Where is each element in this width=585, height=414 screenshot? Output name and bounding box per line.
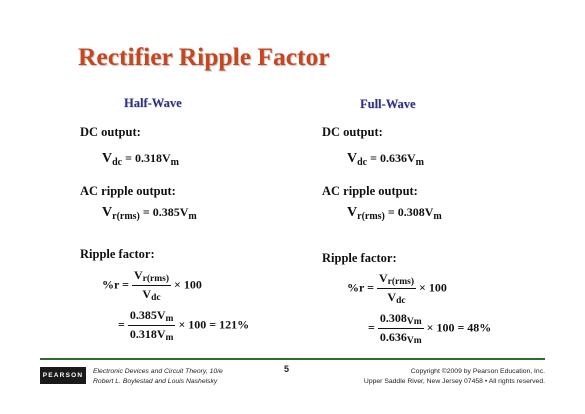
numerator-subscript: r(rms) xyxy=(142,274,169,284)
dc-subscript: dc xyxy=(112,157,123,168)
ripple-fraction: Vr(rms) Vdc xyxy=(376,271,416,306)
fraction-numerator: V xyxy=(133,268,143,282)
full-wave-dc-label: DC output: xyxy=(322,125,383,139)
result-equals: = xyxy=(368,320,375,335)
half-wave-ripple-formula: %r = Vr(rms) Vdc × 100 xyxy=(102,268,202,303)
full-wave-ac-label: AC ripple output: xyxy=(322,184,418,198)
footer-divider xyxy=(40,358,545,360)
book-info: Electronic Devices and Circuit Theory, 1… xyxy=(93,367,223,387)
result-denominator: 0.318V xyxy=(129,327,166,341)
ripple-lhs: %r = xyxy=(102,277,129,292)
copyright-line: Copyright ©2009 by Pearson Education, In… xyxy=(410,368,545,375)
full-wave-dc-equation: Vdc = 0.636Vm xyxy=(347,151,424,168)
book-title: Electronic Devices and Circuit Theory, 1… xyxy=(93,368,223,375)
ac-value-subscript: m xyxy=(433,211,442,222)
dc-value-subscript: m xyxy=(170,157,179,168)
ripple-times: × 100 xyxy=(419,280,447,295)
ac-value-subscript: m xyxy=(188,211,197,222)
numerator-subscript: r(rms) xyxy=(387,277,414,287)
full-wave-ripple-label: Ripple factor: xyxy=(322,251,397,265)
dc-value: = 0.318V xyxy=(125,151,171,165)
result-denominator-subscript: m xyxy=(165,333,174,343)
result-numerator-subscript: Vm xyxy=(406,317,422,327)
half-wave-ripple-label: Ripple factor: xyxy=(80,247,155,261)
ac-value: = 0.385V xyxy=(142,205,189,219)
fraction-numerator: V xyxy=(378,271,388,285)
ac-value: = 0.308V xyxy=(387,205,434,219)
fraction-denominator: V xyxy=(387,290,397,304)
copyright-info: Copyright ©2009 by Pearson Education, In… xyxy=(315,367,545,387)
page-number: 5 xyxy=(284,364,290,374)
result-denominator: 0.636 xyxy=(379,330,407,344)
book-authors: Robert L. Boylestad and Louis Nashelsky xyxy=(93,378,218,385)
full-wave-ripple-result: = 0.308Vm 0.636Vm × 100 = 48% xyxy=(368,311,491,346)
result-numerator: 0.385V xyxy=(129,308,166,322)
result-numerator: 0.308 xyxy=(379,311,407,325)
ripple-fraction: Vr(rms) Vdc xyxy=(131,268,171,303)
dc-value: = 0.636V xyxy=(370,151,416,165)
full-wave-ripple-formula: %r = Vr(rms) Vdc × 100 xyxy=(347,271,447,306)
full-wave-heading: Full-Wave xyxy=(360,97,416,111)
result-equals: = xyxy=(118,317,125,332)
result-value: × 100 = 121% xyxy=(178,317,250,332)
dc-symbol: V xyxy=(102,151,113,166)
half-wave-ripple-result: = 0.385Vm 0.318Vm × 100 = 121% xyxy=(118,308,249,343)
full-wave-ac-equation: Vr(rms) = 0.308Vm xyxy=(347,205,442,222)
half-wave-dc-label: DC output: xyxy=(80,125,141,139)
rights-line: Upper Saddle River, New Jersey 07458 • A… xyxy=(363,378,545,385)
half-wave-ac-label: AC ripple output: xyxy=(80,184,176,198)
ac-subscript: r(rms) xyxy=(112,211,140,222)
result-fraction: 0.308Vm 0.636Vm xyxy=(377,311,424,346)
denominator-subscript: dc xyxy=(396,296,406,306)
dc-subscript: dc xyxy=(357,157,368,168)
dc-value-subscript: m xyxy=(415,157,424,168)
half-wave-ac-equation: Vr(rms) = 0.385Vm xyxy=(102,205,197,222)
denominator-subscript: dc xyxy=(151,293,161,303)
ac-subscript: r(rms) xyxy=(357,211,385,222)
pearson-logo: PEARSON xyxy=(40,367,86,384)
fraction-denominator: V xyxy=(142,287,152,301)
half-wave-heading: Half-Wave xyxy=(124,96,182,110)
ripple-times: × 100 xyxy=(174,277,202,292)
result-value: × 100 = 48% xyxy=(426,320,492,335)
half-wave-dc-equation: Vdc = 0.318Vm xyxy=(102,151,179,168)
ripple-lhs: %r = xyxy=(347,280,374,295)
result-denominator-subscript: Vm xyxy=(406,336,422,346)
dc-symbol: V xyxy=(347,151,358,166)
ac-symbol: V xyxy=(102,205,113,220)
result-fraction: 0.385Vm 0.318Vm xyxy=(127,308,176,343)
result-numerator-subscript: m xyxy=(165,314,174,324)
ac-symbol: V xyxy=(347,205,358,220)
slide-title: Rectifier Ripple Factor xyxy=(78,42,330,71)
